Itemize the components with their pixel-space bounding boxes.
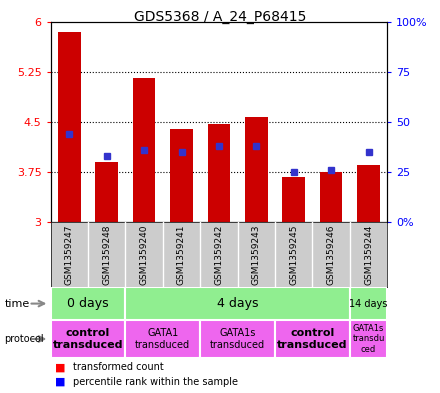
Text: ■: ■ [55,362,66,373]
Text: protocol: protocol [4,334,44,344]
Text: GSM1359242: GSM1359242 [214,224,224,285]
Text: GSM1359244: GSM1359244 [364,224,373,285]
Bar [200,320,275,358]
Text: time: time [4,299,29,309]
Text: 14 days: 14 days [349,299,388,309]
Bar [125,320,200,358]
Bar [51,287,125,320]
Text: GSM1359241: GSM1359241 [177,224,186,285]
Text: GSM1359240: GSM1359240 [139,224,149,285]
Bar [125,287,350,320]
Bar [133,79,155,222]
Text: GATA1s
transdu
ced: GATA1s transdu ced [352,324,385,354]
Bar [357,165,380,222]
Text: GATA1s
transduced: GATA1s transduced [210,328,265,350]
Text: GATA1
transduced: GATA1 transduced [135,328,191,350]
Text: control
transduced: control transduced [53,328,123,350]
Text: GSM1359243: GSM1359243 [252,224,261,285]
Bar [58,32,81,222]
Text: control
transduced: control transduced [277,328,348,350]
Text: 4 days: 4 days [217,297,258,310]
Text: GSM1359246: GSM1359246 [326,224,336,285]
Bar [245,117,268,222]
Text: percentile rank within the sample: percentile rank within the sample [73,377,238,387]
Bar [95,162,118,222]
Bar [282,176,305,222]
Bar [208,124,230,222]
Text: GSM1359248: GSM1359248 [102,224,111,285]
Text: 0 days: 0 days [67,297,109,310]
Text: GSM1359247: GSM1359247 [65,224,74,285]
Text: GSM1359245: GSM1359245 [289,224,298,285]
Text: transformed count: transformed count [73,362,163,373]
Text: ■: ■ [55,377,66,387]
Bar [170,129,193,222]
Bar [350,287,387,320]
Text: GDS5368 / A_24_P68415: GDS5368 / A_24_P68415 [134,10,306,24]
Bar [350,320,387,358]
Bar [275,320,350,358]
Bar [51,320,125,358]
Bar [320,172,342,222]
